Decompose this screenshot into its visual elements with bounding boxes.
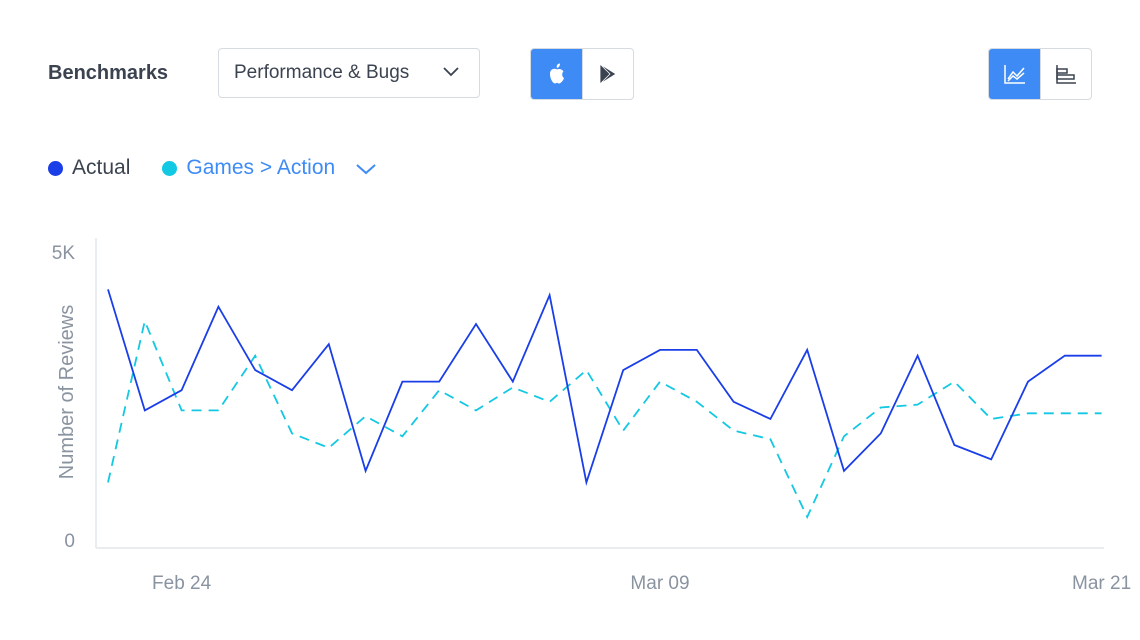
apple-icon (549, 63, 564, 84)
legend-benchmark-dropdown[interactable]: Games > Action (162, 156, 335, 180)
view-toggle (988, 48, 1092, 100)
bar-chart-icon (1056, 65, 1076, 84)
line-chart-icon (1003, 65, 1025, 84)
metric-dropdown[interactable]: Performance & Bugs (218, 48, 480, 98)
legend-actual-label: Actual (72, 156, 131, 179)
line-view-button[interactable] (989, 49, 1040, 99)
x-tick-label: Feb 24 (152, 573, 212, 594)
bar-view-button[interactable] (1040, 49, 1091, 99)
benchmark-color-dot (162, 160, 178, 176)
chevron-down-icon (443, 67, 459, 77)
chevron-down-icon[interactable] (355, 162, 377, 176)
platform-toggle (530, 48, 634, 100)
metric-dropdown-value: Performance & Bugs (234, 62, 410, 83)
y-tick-label: 5K (52, 243, 76, 264)
android-platform-button[interactable] (582, 49, 633, 99)
x-tick-label: Mar 09 (630, 573, 689, 594)
chart-legend: Actual Games > Action (48, 156, 377, 180)
y-tick-label: 0 (64, 531, 75, 552)
ios-platform-button[interactable] (531, 49, 582, 99)
y-axis-label: Number of Reviews (56, 305, 78, 480)
series-line-actual[interactable] (107, 289, 1102, 486)
series-line-benchmark[interactable] (107, 318, 1102, 520)
page-title: Benchmarks (48, 62, 169, 84)
actual-color-dot (48, 160, 63, 176)
legend-benchmark-label: Games > Action (186, 156, 336, 179)
legend-actual[interactable]: Actual (48, 156, 130, 180)
x-tick-label: Mar 21 (1072, 573, 1131, 594)
google-play-icon (599, 63, 617, 85)
